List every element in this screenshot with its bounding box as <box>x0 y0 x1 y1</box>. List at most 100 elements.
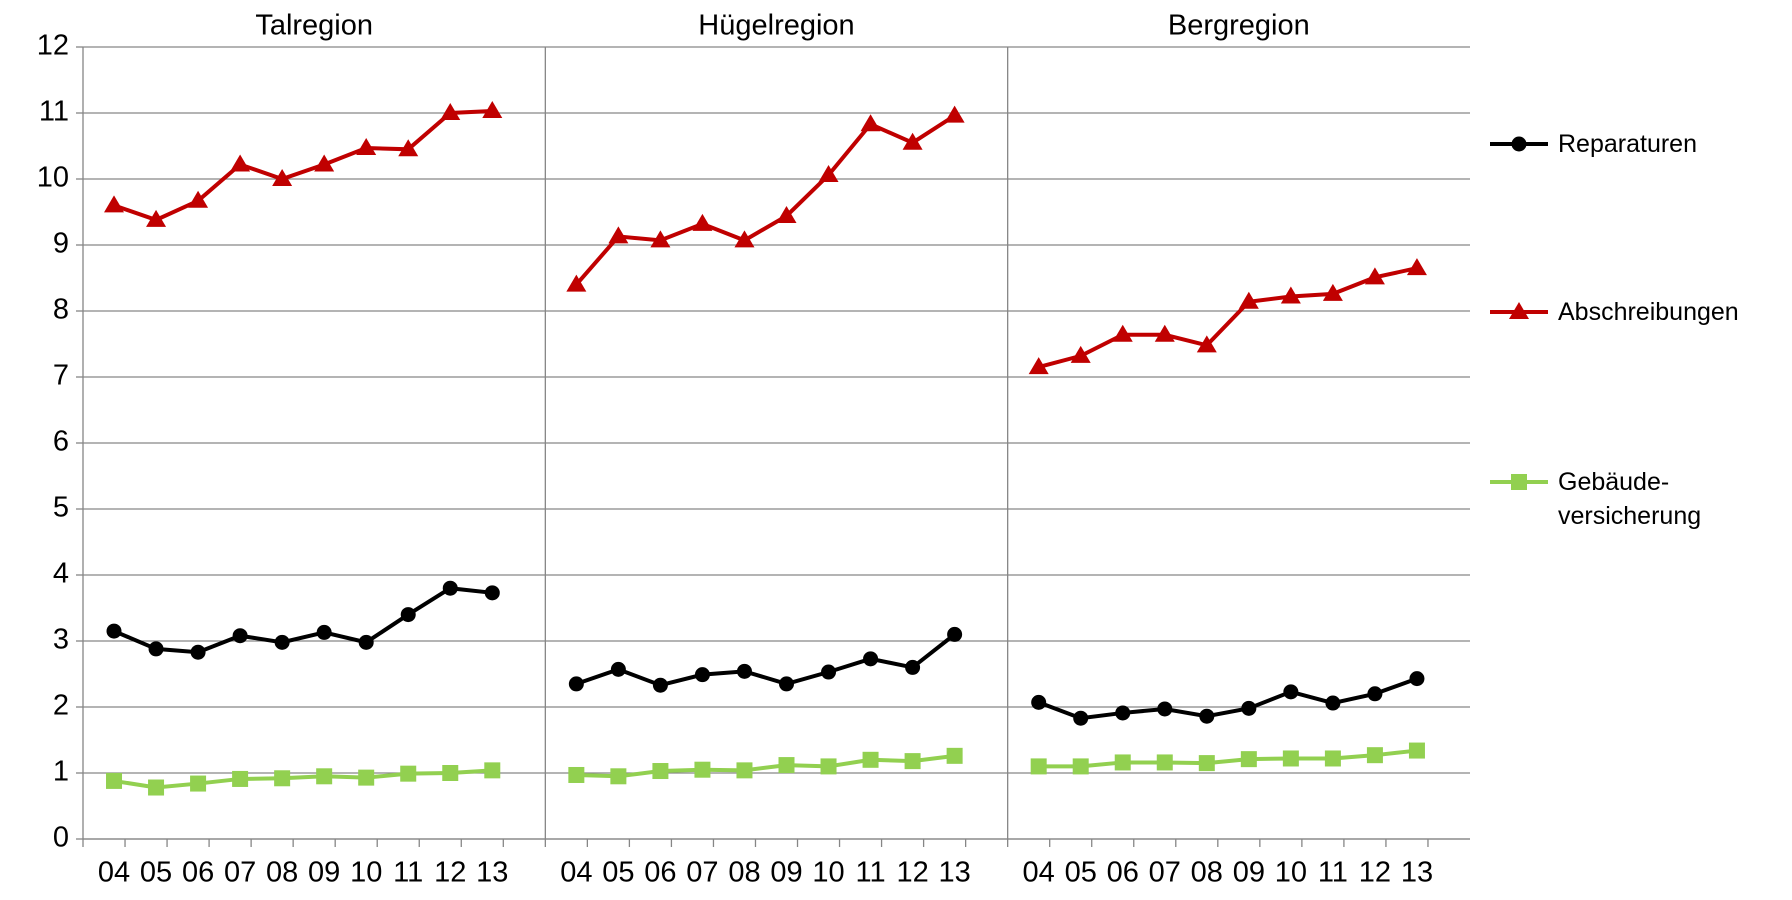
marker <box>650 230 671 248</box>
marker <box>1241 700 1257 716</box>
marker <box>190 775 207 792</box>
y-tick-label: 2 <box>53 690 69 722</box>
marker <box>1114 754 1131 771</box>
x-tick-label: 07 <box>224 857 256 889</box>
marker <box>1325 695 1341 711</box>
marker <box>778 757 795 774</box>
marker <box>442 765 459 781</box>
marker <box>652 677 668 693</box>
y-tick-label: 5 <box>53 492 69 524</box>
marker <box>1408 742 1425 759</box>
marker <box>610 661 626 677</box>
marker <box>482 101 503 119</box>
marker <box>608 226 629 244</box>
marker <box>862 751 879 768</box>
marker <box>398 139 419 157</box>
marker <box>1196 335 1217 353</box>
marker <box>400 765 417 782</box>
marker <box>106 772 123 789</box>
x-tick-label: 13 <box>1401 857 1433 889</box>
x-tick-label: 07 <box>1149 857 1181 889</box>
panel-title: Hügelregion <box>698 10 854 42</box>
marker <box>314 154 335 172</box>
marker <box>568 676 584 692</box>
marker <box>946 747 963 764</box>
panel-title: Talregion <box>255 10 373 42</box>
x-tick-label: 12 <box>896 857 928 889</box>
x-tick-label: 09 <box>770 857 802 889</box>
marker <box>610 768 627 785</box>
marker <box>694 667 710 683</box>
series-line <box>575 632 956 688</box>
x-tick-label: 13 <box>938 857 970 889</box>
marker <box>230 154 251 172</box>
marker <box>316 624 332 640</box>
marker <box>779 676 794 692</box>
series-line <box>1038 266 1418 370</box>
marker <box>106 623 122 639</box>
marker <box>692 213 713 231</box>
marker <box>148 779 165 796</box>
x-tick-label: 12 <box>434 857 466 889</box>
marker <box>1115 705 1131 721</box>
x-tick-label: 08 <box>266 857 298 889</box>
marker <box>1364 267 1385 285</box>
y-tick-label: 7 <box>53 360 69 392</box>
marker <box>1072 758 1089 775</box>
marker <box>190 644 206 660</box>
marker <box>736 663 752 679</box>
marker <box>146 209 167 227</box>
series-line <box>1038 748 1418 769</box>
x-tick-label: 11 <box>856 857 886 889</box>
y-tick-label: 6 <box>53 426 69 458</box>
marker <box>902 132 923 150</box>
marker <box>944 105 965 123</box>
marker <box>1322 283 1343 301</box>
x-tick-label: 11 <box>1318 857 1348 889</box>
marker <box>104 195 125 213</box>
marker <box>652 763 669 780</box>
marker <box>1283 684 1299 700</box>
series-line <box>113 768 493 790</box>
series-line <box>1037 676 1418 721</box>
marker <box>1409 671 1425 687</box>
y-tick-label: 8 <box>53 294 69 326</box>
series-line <box>576 753 955 779</box>
marker <box>358 769 375 786</box>
marker <box>356 137 377 155</box>
marker <box>1280 286 1301 304</box>
marker <box>358 634 374 650</box>
x-tick-label: 04 <box>98 857 130 889</box>
marker <box>1366 747 1383 764</box>
y-tick-label: 1 <box>53 756 69 788</box>
marker <box>818 165 839 183</box>
marker <box>776 205 797 223</box>
marker <box>1157 701 1173 717</box>
marker <box>1406 258 1427 276</box>
y-tick-label: 3 <box>53 624 69 656</box>
marker <box>1156 754 1173 771</box>
x-tick-label: 09 <box>308 857 340 889</box>
marker <box>1112 324 1133 342</box>
marker <box>400 607 416 623</box>
marker <box>1367 686 1383 702</box>
marker <box>1282 750 1299 767</box>
x-tick-label: 13 <box>476 857 508 889</box>
x-tick-label: 10 <box>1275 857 1307 889</box>
marker <box>484 585 500 601</box>
x-tick-label: 05 <box>140 857 172 889</box>
x-tick-label: 06 <box>644 857 676 889</box>
x-tick-label: 09 <box>1233 857 1265 889</box>
marker <box>1511 136 1527 152</box>
marker <box>820 758 837 775</box>
marker <box>232 770 249 787</box>
y-tick-label: 11 <box>39 96 69 128</box>
marker <box>1509 302 1529 319</box>
series-line <box>113 109 493 223</box>
marker <box>316 768 333 785</box>
marker <box>566 274 587 292</box>
marker <box>734 230 755 248</box>
marker <box>272 169 293 186</box>
